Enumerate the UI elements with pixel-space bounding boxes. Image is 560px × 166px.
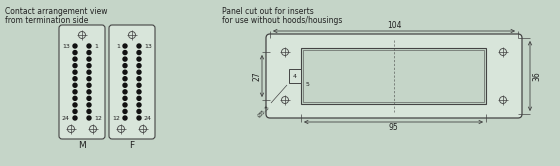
Circle shape	[87, 57, 91, 61]
Text: 27: 27	[253, 71, 262, 81]
Circle shape	[73, 70, 77, 74]
FancyBboxPatch shape	[109, 25, 155, 139]
Text: 12: 12	[94, 116, 102, 121]
Text: 1: 1	[94, 43, 98, 48]
Circle shape	[73, 64, 77, 68]
Circle shape	[73, 90, 77, 94]
Circle shape	[73, 83, 77, 87]
Circle shape	[123, 90, 127, 94]
Text: 95: 95	[389, 123, 398, 131]
Circle shape	[137, 96, 141, 100]
Text: 12: 12	[112, 116, 120, 121]
Text: 5: 5	[306, 83, 310, 87]
Circle shape	[123, 83, 127, 87]
Circle shape	[123, 50, 127, 55]
Circle shape	[73, 109, 77, 113]
Circle shape	[137, 103, 141, 107]
Circle shape	[73, 116, 77, 120]
Circle shape	[87, 90, 91, 94]
Circle shape	[87, 44, 91, 48]
Circle shape	[137, 90, 141, 94]
Circle shape	[87, 77, 91, 81]
Circle shape	[73, 103, 77, 107]
Text: Contact arrangement view: Contact arrangement view	[5, 7, 108, 16]
Circle shape	[137, 116, 141, 120]
Text: 24: 24	[62, 116, 70, 121]
Circle shape	[137, 50, 141, 55]
FancyBboxPatch shape	[266, 34, 522, 118]
Circle shape	[123, 57, 127, 61]
FancyBboxPatch shape	[59, 25, 105, 139]
Text: F: F	[129, 140, 134, 150]
Circle shape	[123, 44, 127, 48]
Circle shape	[123, 103, 127, 107]
Bar	[289, 69, 301, 83]
Circle shape	[87, 109, 91, 113]
Circle shape	[73, 96, 77, 100]
Text: 104: 104	[387, 22, 402, 31]
Circle shape	[137, 64, 141, 68]
Circle shape	[73, 50, 77, 55]
Text: Panel cut out for inserts: Panel cut out for inserts	[222, 7, 314, 16]
Circle shape	[137, 109, 141, 113]
Circle shape	[137, 83, 141, 87]
Circle shape	[73, 77, 77, 81]
Bar	[303, 50, 484, 102]
Text: for use without hoods/housings: for use without hoods/housings	[222, 16, 342, 25]
Circle shape	[123, 109, 127, 113]
Circle shape	[87, 103, 91, 107]
Circle shape	[123, 64, 127, 68]
Circle shape	[87, 116, 91, 120]
Circle shape	[87, 96, 91, 100]
Text: Ø3.3: Ø3.3	[256, 104, 271, 118]
Circle shape	[73, 44, 77, 48]
Text: 24: 24	[144, 116, 152, 121]
Text: 36: 36	[533, 71, 542, 81]
Circle shape	[73, 57, 77, 61]
Circle shape	[87, 64, 91, 68]
Circle shape	[123, 116, 127, 120]
Circle shape	[87, 83, 91, 87]
Circle shape	[123, 96, 127, 100]
Circle shape	[123, 77, 127, 81]
Circle shape	[123, 70, 127, 74]
Circle shape	[137, 77, 141, 81]
Circle shape	[137, 44, 141, 48]
Text: 13: 13	[62, 43, 70, 48]
Bar	[301, 48, 486, 104]
Text: 4: 4	[293, 74, 297, 79]
Text: 1: 1	[116, 43, 120, 48]
Text: M: M	[78, 140, 86, 150]
Circle shape	[87, 50, 91, 55]
Circle shape	[137, 70, 141, 74]
Circle shape	[137, 57, 141, 61]
Circle shape	[87, 70, 91, 74]
Text: 13: 13	[144, 43, 152, 48]
Text: from termination side: from termination side	[5, 16, 88, 25]
